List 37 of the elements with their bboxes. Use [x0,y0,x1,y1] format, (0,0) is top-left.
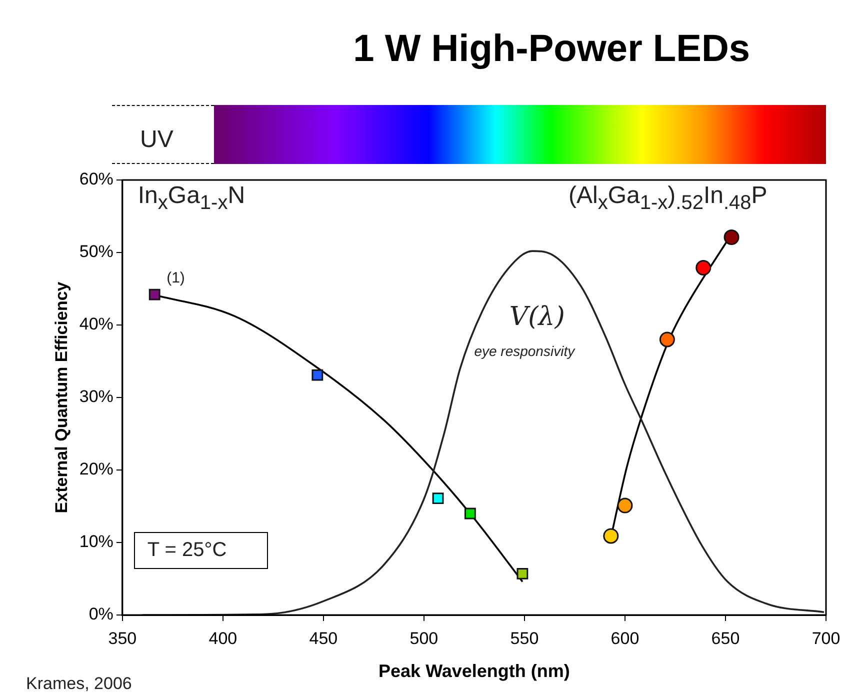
text: (Al$_{x}$Ga$_{1-x}$)$_{.52}$In$_{.48}$P [568,182,768,214]
text: Krames, 2006 [26,674,132,694]
x-tick-label: 600 [610,628,640,648]
text: UV [140,126,174,154]
x-tick-label: 400 [208,628,238,648]
y-tick-label: 0% [88,604,114,624]
annotation: In$_{x}$Ga$_{1-x}$N [138,182,246,215]
x-tick-label: 450 [309,628,338,648]
point [148,288,160,300]
y-axis-title: External Quantum Efficiency [52,281,71,514]
annotation: eye responsivity [474,343,575,360]
y-tick-label: 30% [79,387,114,406]
point [432,492,444,504]
point [312,369,324,381]
point [464,508,476,520]
point [516,568,528,580]
annotation: T = 25°C [134,532,268,570]
y-tick-label: 50% [79,242,114,262]
line-series [142,250,825,615]
point [724,230,740,246]
point [696,260,712,276]
x-tick-label: 650 [711,628,740,648]
y-tick-label: 40% [79,314,114,334]
point [617,498,633,514]
x-axis-title: Peak Wavelength (nm) [378,661,570,682]
point [659,332,675,348]
x-tick-label: 550 [510,628,539,648]
x-tick-label: 350 [108,628,137,648]
y-tick-label: 20% [79,460,114,479]
x-tick-label: 700 [812,628,840,648]
y-tick-label: 10% [79,532,114,552]
y-tick-label: 60% [79,170,114,189]
annotation: V(λ) [509,302,565,332]
x-tick-label: 500 [410,628,438,648]
annotation: (1) [166,270,185,287]
point [603,528,619,544]
chart-title: 1 W High-Power LEDs [352,28,752,71]
